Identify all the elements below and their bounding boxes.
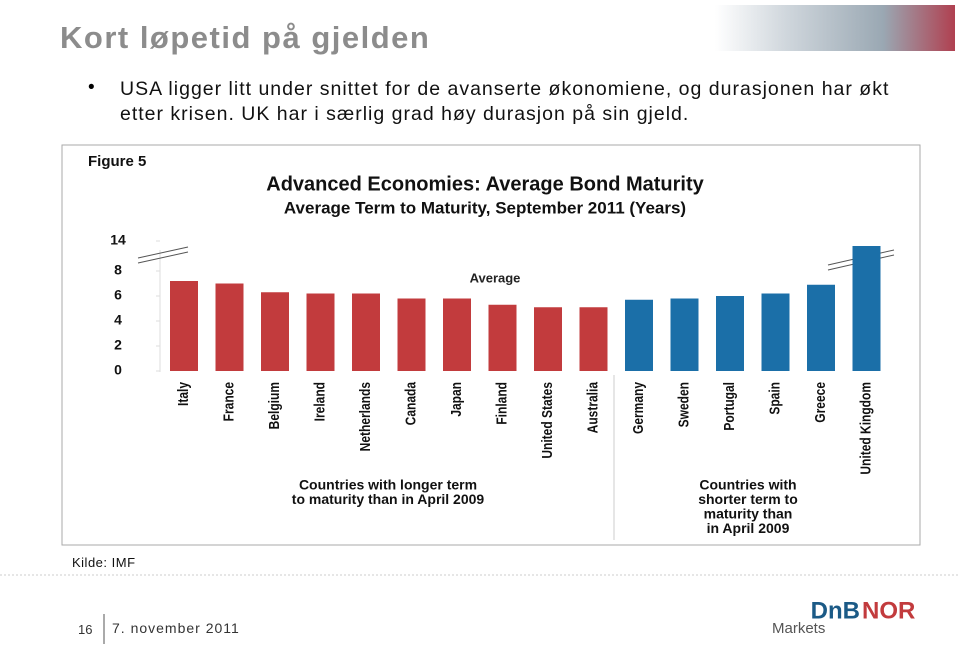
y-tick-label: 2 [114,337,122,353]
bar [352,293,380,371]
annotation: Average [470,270,521,285]
bar-break [827,249,895,266]
y-tick-label: 6 [114,287,122,303]
group-label: to maturity than in April 2009 [292,491,485,507]
x-tick-label: United Kingdom [857,382,874,475]
x-tick-label: Spain [766,382,783,415]
figure-label: Figure 5 [88,153,146,170]
x-tick-label: Germany [630,382,647,434]
x-tick-label: Australia [584,382,601,434]
group-label: maturity than [704,506,793,522]
bar [579,307,608,371]
date: 7. november 2011 [112,620,240,636]
x-tick-label: United States [539,382,556,459]
x-tick-label: Japan [448,382,465,417]
x-tick-label: Belgium [266,382,283,429]
bar [670,298,699,371]
bar [261,292,289,371]
axis-break [137,251,189,264]
axis-break [137,246,189,259]
group-label: Countries with [699,477,796,493]
bar [625,299,653,371]
bar [852,246,881,371]
x-tick-label: Canada [402,382,419,426]
bar [397,298,426,371]
bar [306,293,335,371]
x-tick-label: Sweden [675,382,692,427]
chart-subtitle: Average Term to Maturity, September 2011… [284,198,686,217]
slide-title: Kort løpetid på gjelden [60,20,431,55]
bar [807,284,835,371]
source: Kilde: IMF [72,555,136,570]
bullet-dot: • [88,77,95,98]
chart-frame [61,144,921,546]
chart-title: Advanced Economies: Average Bond Maturit… [266,173,704,195]
x-tick-label: Italy [175,382,192,406]
header-image [715,5,955,51]
bar [443,298,471,371]
bar [215,283,244,371]
bar [534,307,562,371]
y-tick-label: 4 [114,312,122,328]
logo-dnb: DnB [811,597,860,624]
bar [170,281,198,371]
group-label: in April 2009 [707,520,790,536]
logo-nor: NOR [862,597,915,624]
bar [488,304,517,371]
bar [761,293,790,371]
bar [716,296,744,371]
x-tick-label: Greece [812,382,829,423]
y-tick-label: 14 [110,232,126,248]
page-number: 16 [78,622,93,637]
group-label: shorter term to [698,491,798,507]
bullet-text: USA ligger litt under snittet for de ava… [120,78,890,125]
y-tick-label: 8 [114,262,122,278]
x-tick-label: France [220,382,237,422]
x-tick-label: Finland [493,382,510,425]
group-label: Countries with longer term [299,477,477,493]
x-tick-label: Portugal [721,382,738,431]
bar-break [827,254,895,271]
y-tick-label: 0 [114,362,122,378]
logo-markets: Markets [772,620,825,637]
x-tick-label: Ireland [311,382,328,421]
x-tick-label: Netherlands [357,382,374,451]
